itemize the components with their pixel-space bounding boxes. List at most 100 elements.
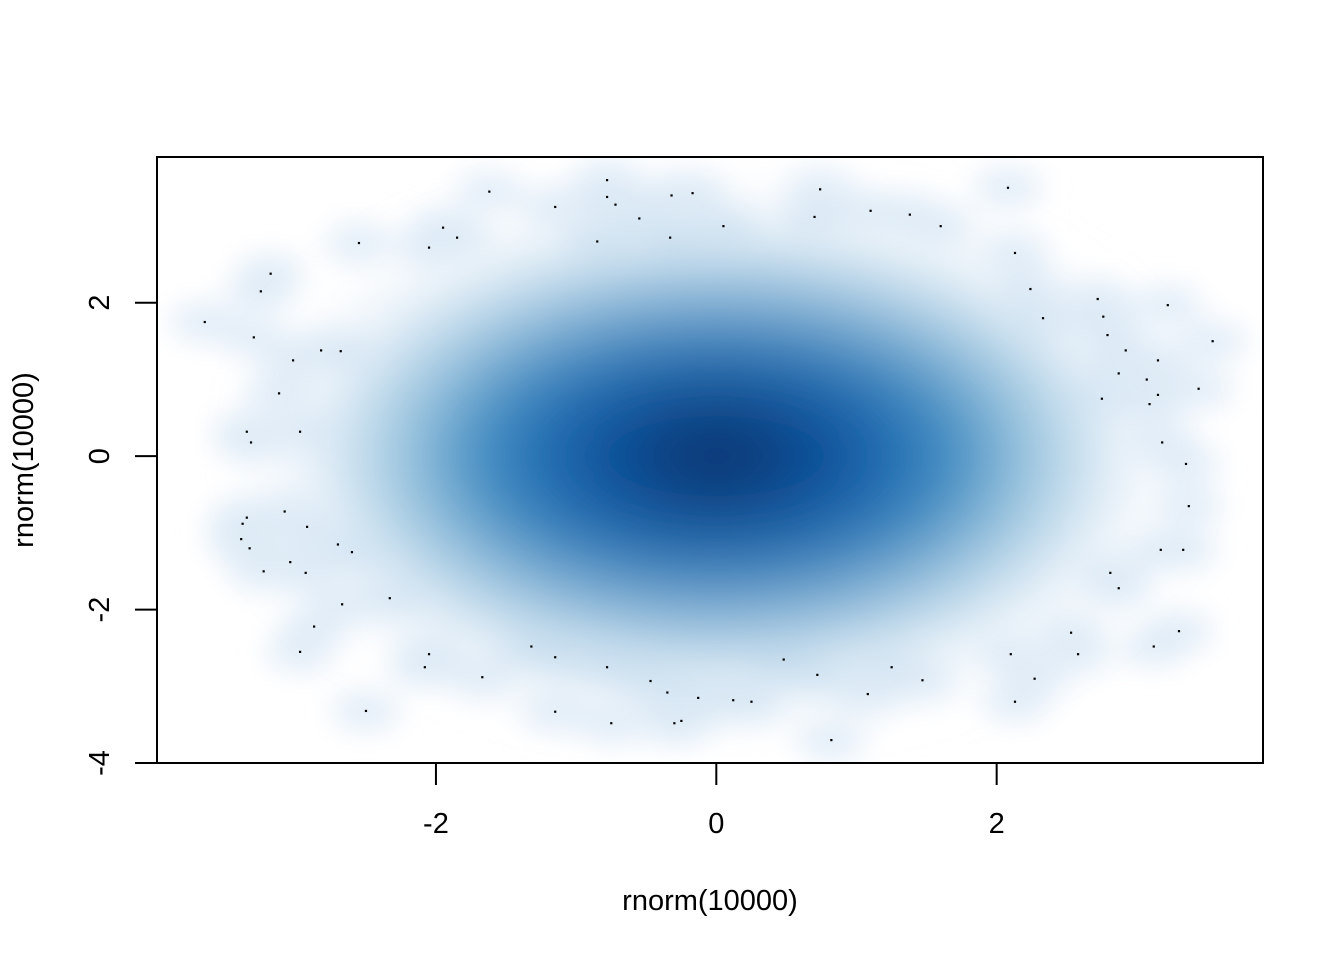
y-tick-label-2: 0 — [84, 448, 116, 464]
outlier-point-88 — [673, 722, 676, 725]
outlier-point-21 — [638, 217, 641, 220]
outlier-point-1 — [252, 336, 255, 339]
outlier-point-4 — [291, 359, 295, 362]
y-axis-title: rnorm(10000) — [8, 372, 40, 548]
outlier-point-76 — [298, 650, 302, 653]
outlier-point-9 — [320, 349, 323, 352]
plot-area — [157, 157, 1263, 763]
outlier-point-25 — [722, 225, 725, 228]
outlier-point-2 — [259, 290, 262, 293]
outlier-point-97 — [890, 666, 893, 669]
outlier-point-52 — [1182, 548, 1185, 551]
y-axis: -4 -2 0 2 — [84, 295, 158, 776]
outlier-point-72 — [350, 551, 354, 554]
outlier-point-32 — [1013, 251, 1017, 255]
outlier-point-61 — [1177, 630, 1181, 633]
outlier-point-62 — [245, 516, 248, 519]
outlier-point-42 — [1148, 403, 1151, 406]
outlier-point-6 — [245, 430, 248, 433]
outlier-point-24 — [691, 192, 694, 195]
outlier-point-31 — [1006, 186, 1010, 189]
outlier-point-81 — [530, 645, 533, 648]
outlier-point-7 — [249, 441, 253, 444]
outlier-point-18 — [605, 179, 609, 182]
outlier-point-35 — [1096, 297, 1099, 301]
outlier-point-90 — [697, 696, 700, 699]
outlier-point-56 — [1076, 653, 1080, 656]
outlier-point-83 — [554, 710, 557, 713]
outlier-point-14 — [455, 236, 459, 239]
outlier-point-78 — [427, 653, 431, 656]
y-tick-label-0: -4 — [84, 750, 116, 776]
outlier-point-36 — [1102, 315, 1105, 318]
outlier-point-10 — [339, 350, 342, 353]
outlier-point-27 — [819, 188, 822, 191]
outlier-point-37 — [1106, 333, 1109, 337]
outlier-point-20 — [614, 203, 617, 206]
outlier-point-55 — [1069, 631, 1073, 634]
outlier-point-92 — [750, 700, 753, 703]
x-tick-label-2: 2 — [989, 808, 1005, 840]
outlier-point-3 — [269, 272, 272, 275]
outlier-point-73 — [341, 603, 344, 606]
y-tick-label-1: -2 — [84, 597, 116, 623]
outlier-point-26 — [813, 215, 816, 219]
outlier-point-33 — [1029, 287, 1032, 291]
outlier-point-68 — [289, 561, 292, 564]
outlier-point-70 — [305, 525, 309, 528]
x-axis-title: rnorm(10000) — [622, 885, 798, 917]
outlier-point-22 — [670, 194, 673, 197]
outlier-point-85 — [610, 722, 613, 725]
outlier-point-45 — [1166, 304, 1169, 307]
outlier-point-49 — [1184, 462, 1188, 466]
outlier-point-82 — [554, 656, 557, 659]
outlier-point-13 — [441, 226, 445, 229]
outlier-point-5 — [277, 392, 281, 395]
outlier-point-67 — [283, 510, 286, 513]
outlier-point-19 — [605, 195, 609, 199]
outlier-point-58 — [1013, 700, 1017, 703]
outlier-point-91 — [732, 699, 735, 702]
outlier-point-43 — [1156, 393, 1160, 396]
x-tick-label-1: 0 — [708, 808, 724, 840]
outlier-point-54 — [1117, 587, 1120, 590]
outlier-point-87 — [666, 691, 669, 694]
outlier-point-84 — [605, 666, 609, 669]
outlier-point-98 — [921, 679, 924, 682]
outlier-point-53 — [1109, 571, 1112, 574]
outlier-point-23 — [669, 236, 672, 239]
x-tick-label-0: -2 — [423, 808, 449, 840]
outlier-point-12 — [427, 246, 431, 249]
outlier-point-65 — [248, 547, 251, 550]
outlier-point-64 — [240, 538, 243, 541]
outlier-point-11 — [357, 241, 361, 245]
outlier-point-71 — [336, 543, 340, 546]
outlier-point-29 — [908, 213, 911, 216]
outlier-point-50 — [1187, 505, 1190, 508]
outlier-point-8 — [298, 430, 302, 433]
outlier-point-47 — [1211, 340, 1214, 343]
outlier-point-38 — [1117, 372, 1120, 375]
outlier-point-96 — [866, 692, 869, 696]
outlier-point-41 — [1145, 378, 1148, 381]
x-axis: -2 0 2 — [423, 762, 1005, 840]
outlier-point-63 — [241, 522, 244, 525]
outlier-point-80 — [481, 676, 484, 679]
outlier-points — [203, 179, 1214, 742]
outlier-point-34 — [1041, 317, 1045, 320]
density-core — [295, 226, 1137, 687]
outlier-point-79 — [423, 666, 426, 669]
outlier-point-40 — [1100, 397, 1103, 400]
outlier-point-17 — [596, 240, 599, 243]
outlier-point-59 — [1009, 653, 1012, 656]
outlier-point-57 — [1033, 677, 1036, 680]
outlier-point-94 — [816, 673, 819, 676]
outlier-point-28 — [869, 209, 872, 212]
outlier-point-77 — [364, 709, 368, 713]
outlier-point-44 — [1156, 359, 1160, 362]
outlier-point-30 — [939, 225, 942, 228]
outlier-point-95 — [830, 738, 833, 742]
outlier-point-16 — [554, 205, 557, 209]
outlier-point-75 — [312, 625, 316, 628]
